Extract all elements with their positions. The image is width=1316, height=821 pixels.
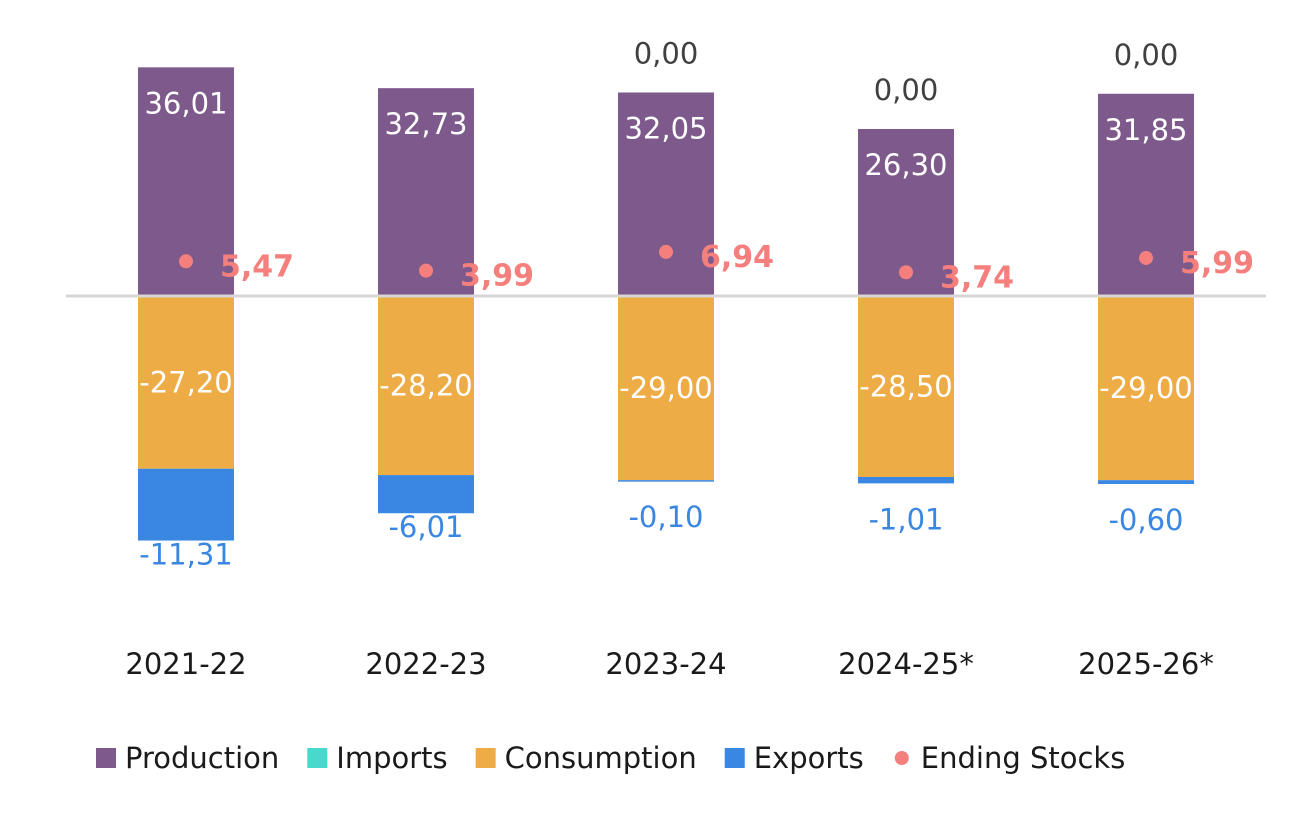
bar-consumption-2023-24	[618, 296, 714, 481]
bar-production-2022-23	[378, 88, 474, 297]
legend-marker-ending-stocks	[894, 751, 909, 765]
category-label-2023-24: 2023-24	[605, 647, 726, 681]
point-ending-stocks-2023-24	[659, 244, 673, 259]
legend: Production Imports Consumption Exports Endin…	[96, 741, 1125, 775]
legend-label-imports: Imports	[336, 741, 447, 775]
label-production-2022-23: 32,73	[384, 107, 467, 141]
bar-production-2023-24	[618, 92, 714, 296]
bar-consumption-2022-23	[378, 296, 474, 476]
legend-label-consumption: Consumption	[505, 741, 697, 775]
label-consumption-2023-24: -29,00	[619, 371, 713, 405]
label-exports-2022-23: -6,01	[388, 510, 463, 544]
category-label-2024-25: 2024-25*	[838, 647, 974, 681]
label-consumption-2021-22: -27,20	[139, 365, 233, 399]
legend-swatch-exports	[724, 748, 745, 768]
legend-label-production: Production	[125, 741, 279, 775]
label-production-2025-26: 31,85	[1104, 113, 1187, 147]
bar-exports-2023-24	[618, 480, 714, 482]
bar-exports-2024-25	[858, 476, 954, 484]
point-ending-stocks-2024-25	[899, 265, 913, 280]
label-imports-2023-24: 0,00	[634, 36, 699, 70]
label-production-2021-22: 36,01	[144, 86, 227, 120]
category-label-2025-26: 2025-26*	[1078, 647, 1214, 681]
category-axis-labels: 2021-22 2022-23 2023-24 2024-25* 2025-26*	[125, 647, 1213, 681]
bar-exports-2022-23	[378, 475, 474, 514]
bar-consumption-2025-26	[1098, 296, 1194, 481]
label-exports-2024-25: -1,01	[868, 502, 943, 536]
label-consumption-2024-25: -28,50	[859, 369, 953, 403]
point-ending-stocks-2022-23	[419, 263, 433, 278]
point-ending-stocks-2025-26	[1139, 250, 1153, 265]
legend-label-ending-stocks: Ending Stocks	[921, 741, 1126, 775]
label-production-2023-24: 32,05	[624, 111, 707, 145]
bar-consumption-2021-22	[138, 296, 234, 469]
bar-exports-2021-22	[138, 468, 234, 541]
point-ending-stocks-2021-22	[179, 254, 193, 269]
label-ending-stocks-2024-25: 3,74	[940, 260, 1014, 295]
label-production-2024-25: 26,30	[864, 148, 947, 182]
bars-layer	[138, 67, 1194, 541]
bar-consumption-2024-25	[858, 296, 954, 477]
legend-swatch-production	[96, 748, 116, 768]
label-exports-2023-24: -0,10	[628, 500, 703, 534]
ending-stocks-layer: 5,47 3,99 6,94 3,74 5,99	[179, 240, 1254, 295]
legend-swatch-imports	[307, 748, 328, 768]
label-ending-stocks-2021-22: 5,47	[220, 249, 294, 284]
legend-swatch-consumption	[475, 748, 496, 768]
label-imports-2025-26: 0,00	[1114, 38, 1179, 72]
category-label-2021-22: 2021-22	[125, 647, 246, 681]
legend-label-exports: Exports	[754, 741, 864, 775]
label-ending-stocks-2023-24: 6,94	[700, 240, 774, 275]
label-exports-2025-26: -0,60	[1108, 503, 1183, 537]
label-ending-stocks-2022-23: 3,99	[460, 259, 534, 294]
labels-layer: 36,01 -27,20 -11,31 32,73 -28,20 -6,01 32,05 0,…	[139, 36, 1193, 571]
category-label-2022-23: 2022-23	[365, 647, 486, 681]
label-imports-2024-25: 0,00	[874, 73, 939, 107]
label-exports-2021-22: -11,31	[139, 538, 233, 572]
label-consumption-2025-26: -29,00	[1099, 371, 1193, 405]
label-ending-stocks-2025-26: 5,99	[1180, 246, 1254, 281]
label-consumption-2022-23: -28,20	[379, 369, 473, 403]
bar-exports-2025-26	[1098, 480, 1194, 484]
